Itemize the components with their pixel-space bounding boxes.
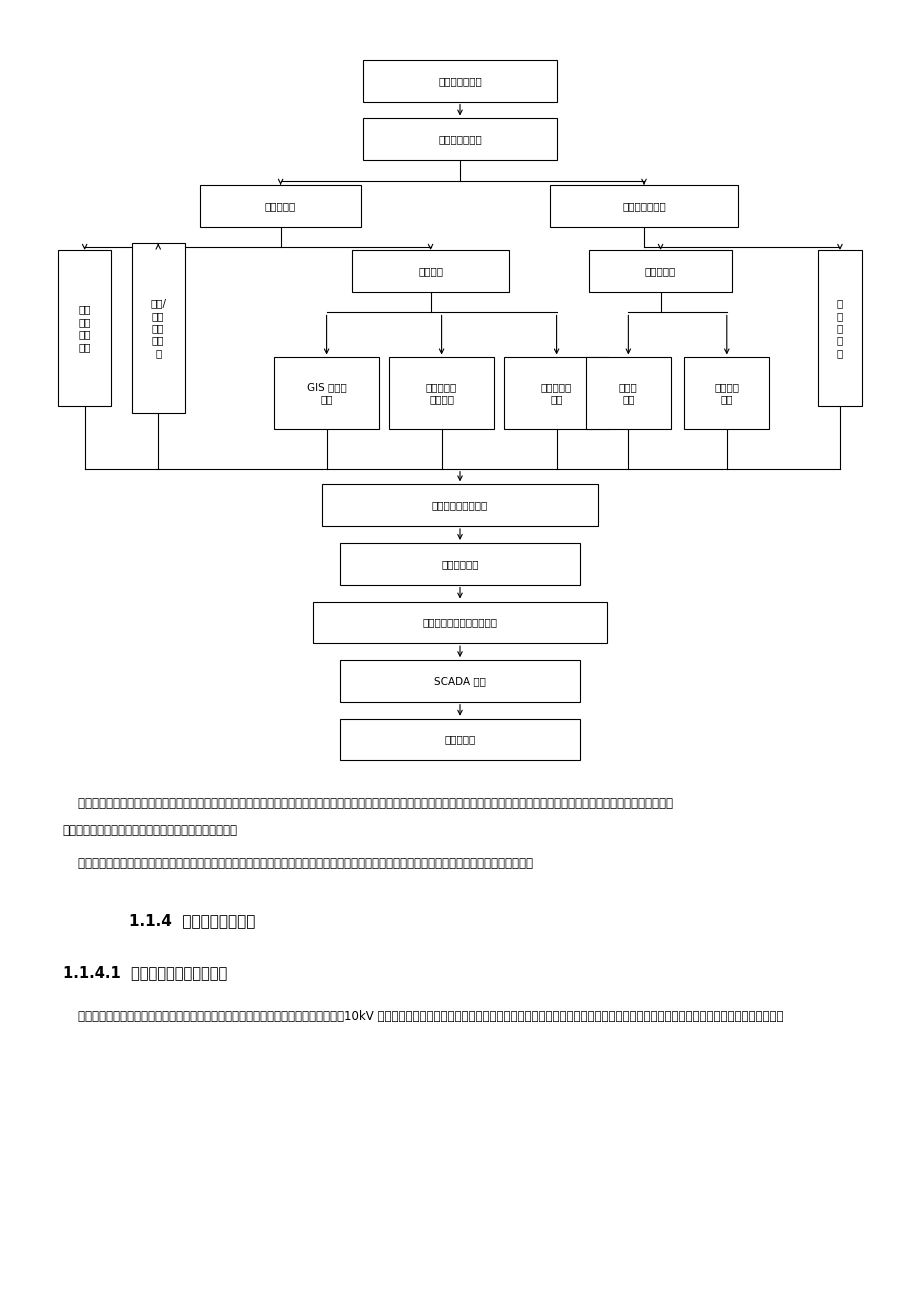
Text: 1.1.4.1  电力系统的施工工艺流程: 1.1.4.1 电力系统的施工工艺流程	[62, 965, 227, 980]
Text: 接
地
网
敷
设: 接 地 网 敷 设	[836, 298, 842, 358]
Text: 所内系统调试（整组传动）: 所内系统调试（整组传动）	[422, 617, 497, 628]
Bar	[340, 543, 579, 585]
Text: 预埋件安装: 预埋件安装	[265, 201, 296, 211]
Bar	[363, 118, 556, 160]
Bar	[363, 60, 556, 102]
Bar	[274, 357, 379, 430]
Bar	[588, 250, 732, 292]
Text: 安全
监控
设备
安装: 安全 监控 设备 安装	[78, 305, 91, 352]
Text: 送电试运行: 送电试运行	[444, 734, 475, 745]
Text: 为保证施工质量和施工进度的顺利进行，常规部分的施工方法，选择已经成熟的施工工艺组织施工；采用新技术、新工艺、新设备部分的施工，参照新设备提供商、技术支持方提供的: 为保证施工质量和施工进度的顺利进行，常规部分的施工方法，选择已经成熟的施工工艺组…	[62, 797, 672, 810]
Text: 设备单体试验: 设备单体试验	[441, 559, 478, 569]
Text: SCADA 联调: SCADA 联调	[434, 676, 485, 686]
Bar	[549, 185, 737, 227]
Bar	[322, 484, 597, 526]
Text: 室外设备
安装: 室外设备 安装	[713, 381, 739, 405]
Bar	[684, 357, 768, 430]
Bar	[58, 250, 111, 406]
Text: 电力系统施工安装的工艺主要包括：施工准备及施工配合、施工定测、贯通线路施工、10kV 盘柜安装、变压器安装、交直流屏及保护屏安装、电缆敷设及接线、配电所试验、配: 电力系统施工安装的工艺主要包括：施工准备及施工配合、施工定测、贯通线路施工、10…	[62, 1010, 782, 1023]
Text: 施工准备与配合: 施工准备与配合	[437, 76, 482, 86]
Text: 盘柜进场: 盘柜进场	[417, 266, 443, 276]
Text: 构支架组立: 构支架组立	[644, 266, 675, 276]
Text: 室内外设备：我们将在设备安装所需的场坪、基础和房屋完成后，开始进行室外室内设备安装、调试，并因此提前加强与土建等承包商的协调力度。: 室内外设备：我们将在设备安装所需的场坪、基础和房屋完成后，开始进行室外室内设备安…	[62, 857, 532, 870]
Bar	[585, 357, 670, 430]
Bar	[200, 185, 360, 227]
Text: 施工定位与测量: 施工定位与测量	[437, 134, 482, 145]
Text: 交直流设备
安装: 交直流设备 安装	[540, 381, 572, 405]
Bar	[817, 250, 861, 406]
Bar	[352, 250, 508, 292]
Bar	[131, 243, 185, 413]
Text: GIS 开关柜
安装: GIS 开关柜 安装	[306, 381, 346, 405]
Text: 主变/
自耦
变就
位安
装: 主变/ 自耦 变就 位安 装	[150, 298, 166, 358]
Bar	[340, 719, 579, 760]
Bar	[340, 660, 579, 702]
Bar	[389, 357, 494, 430]
Text: 电缆敷设及二次接线: 电缆敷设及二次接线	[431, 500, 488, 510]
Bar	[504, 357, 608, 430]
Text: 1.1.4  电力系统施工方案: 1.1.4 电力系统施工方案	[129, 913, 255, 928]
Bar	[312, 602, 607, 643]
Text: 软母线
架设: 软母线 架设	[618, 381, 637, 405]
Text: 制定相应的施工方法和施工工艺，满足工程的施工需要。: 制定相应的施工方法和施工工艺，满足工程的施工需要。	[62, 824, 237, 837]
Text: 基础开挖与浇制: 基础开挖与浇制	[621, 201, 665, 211]
Text: 综合自动化
盘柜安装: 综合自动化 盘柜安装	[425, 381, 457, 405]
